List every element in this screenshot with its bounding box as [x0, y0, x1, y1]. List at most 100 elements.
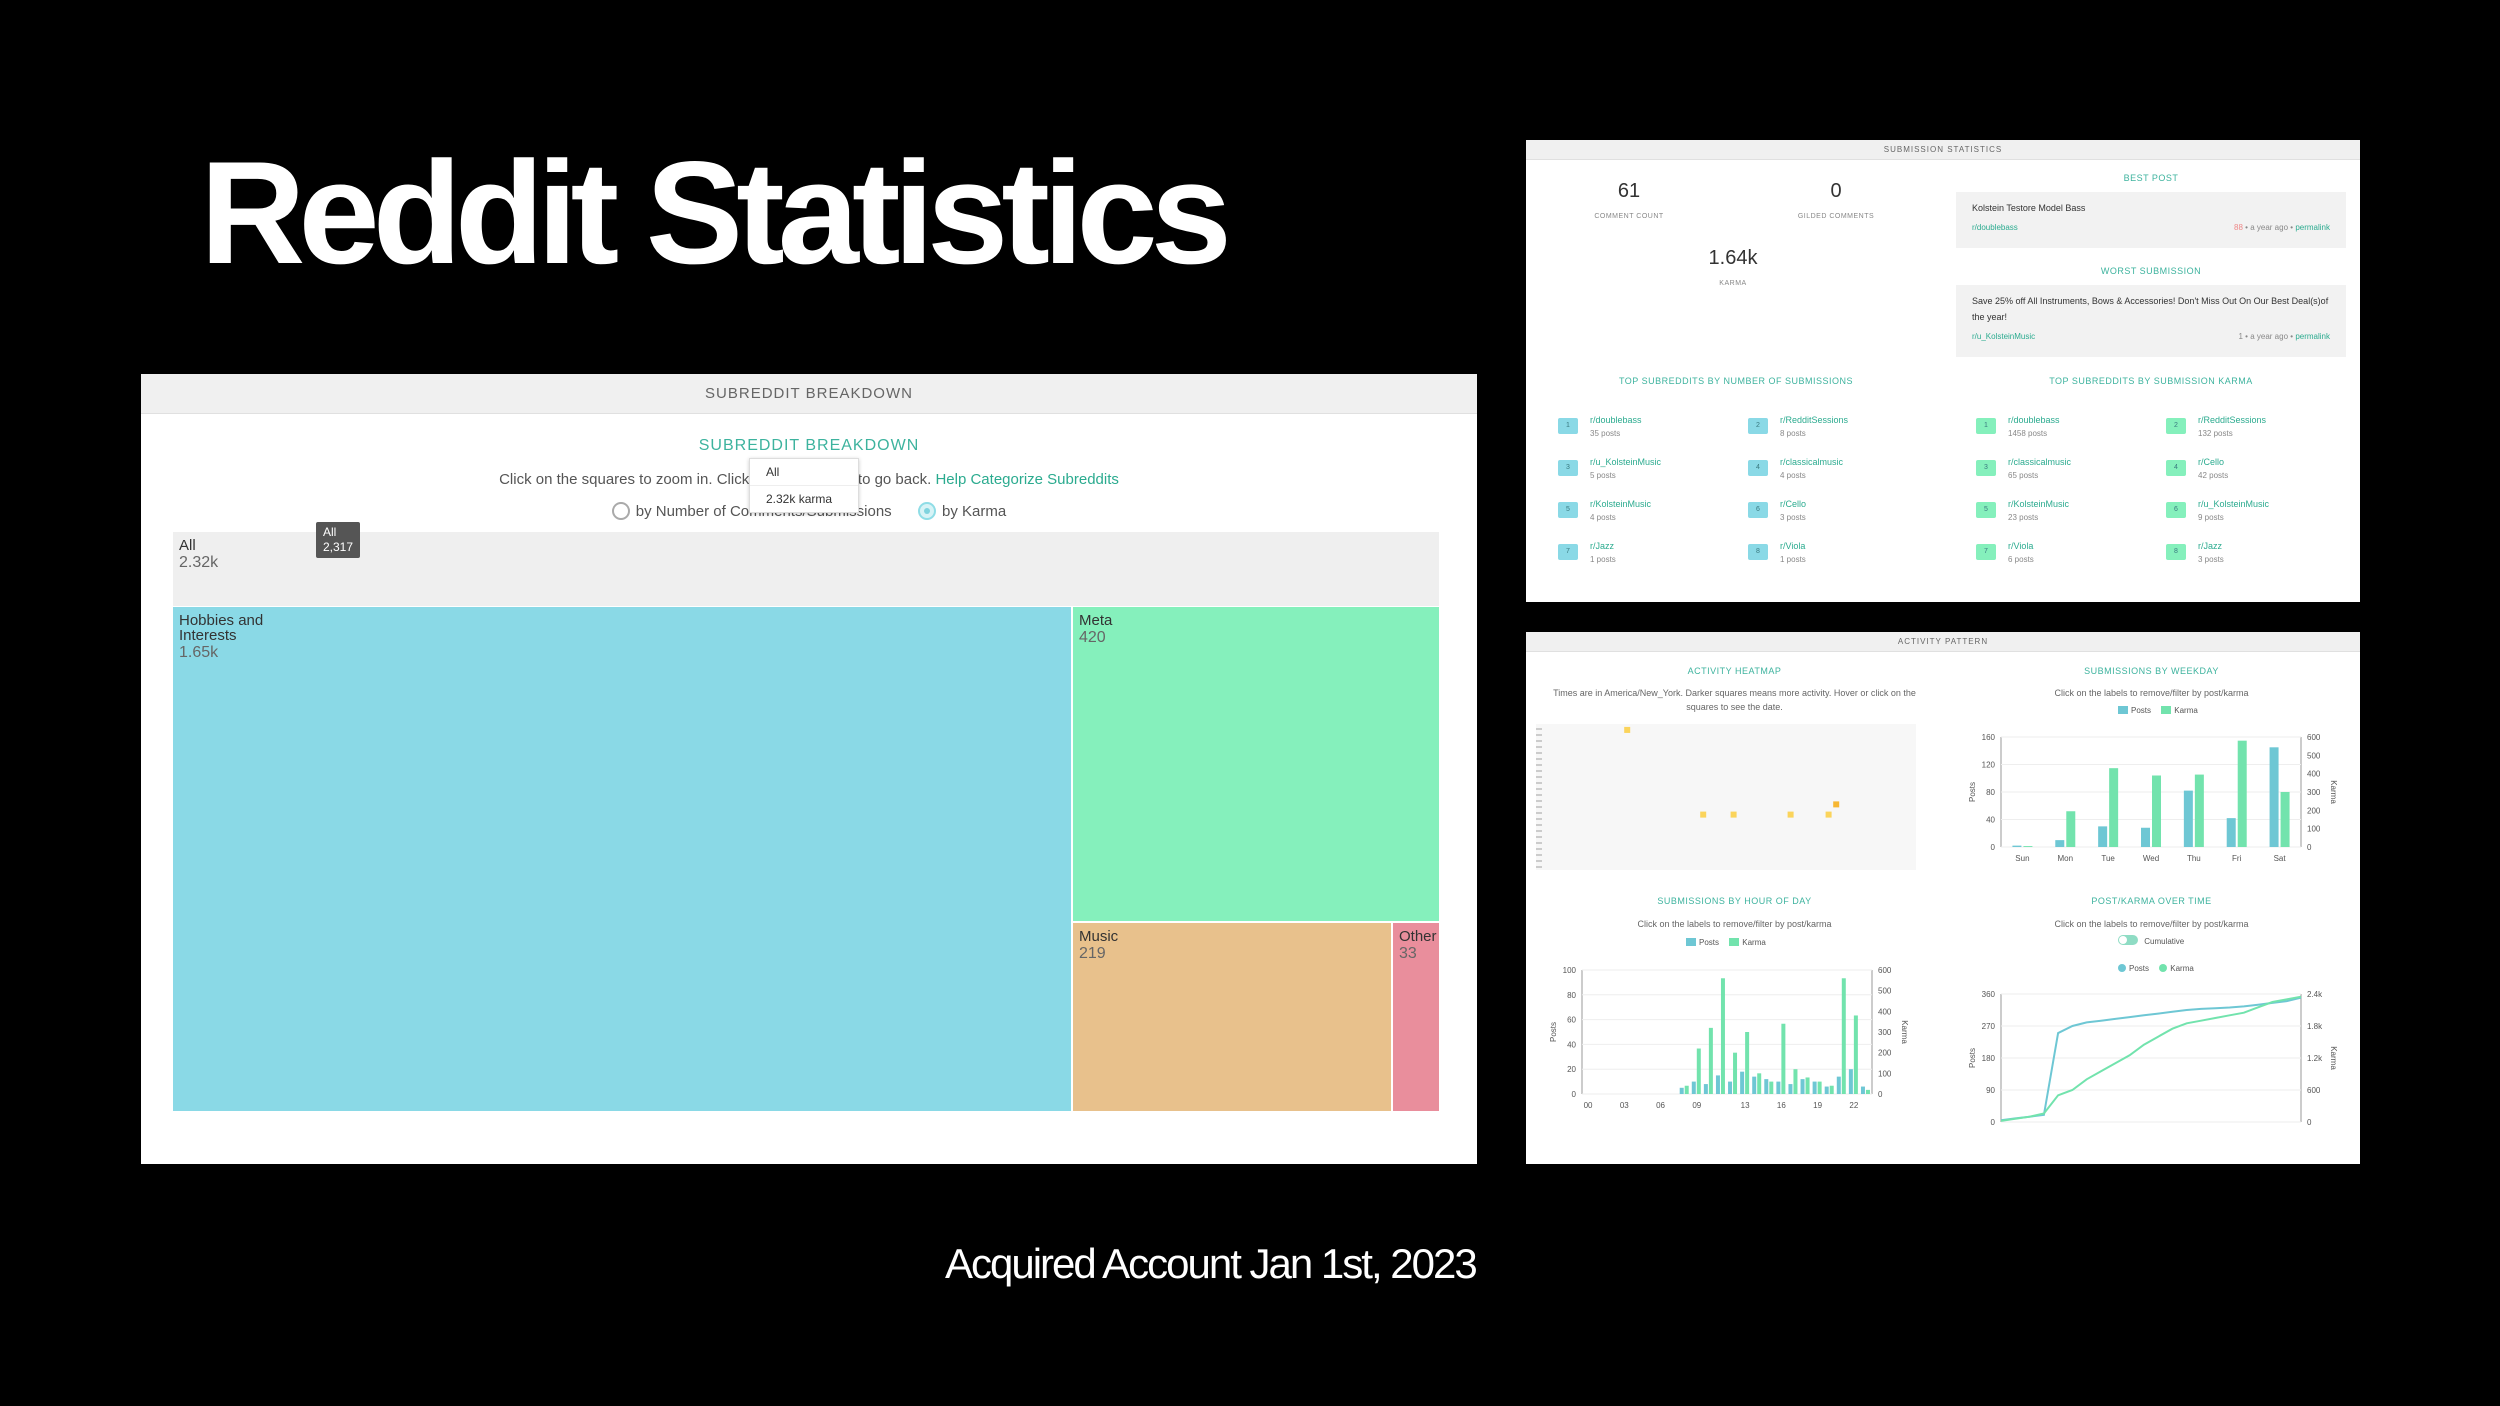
post-title: Save 25% off All Instruments, Bows & Acc… — [1972, 296, 2329, 322]
post-subreddit[interactable]: r/u_KolsteinMusic — [1972, 332, 2036, 341]
permalink[interactable]: permalink — [2295, 223, 2330, 232]
subreddit-link[interactable]: r/classicalmusic — [1780, 457, 1844, 467]
rank-item[interactable]: 1 r/doublebass 35 posts — [1558, 414, 1738, 444]
post-score: 88 — [2234, 223, 2243, 232]
rank-item[interactable]: 8 r/Jazz 3 posts — [2166, 540, 2346, 570]
treemap-cell-meta[interactable]: Meta 420 — [1073, 607, 1439, 921]
subreddit-link[interactable]: r/KolsteinMusic — [1590, 499, 1652, 509]
radio-by-comments[interactable] — [611, 502, 630, 520]
subreddit-link[interactable]: r/doublebass — [1590, 415, 1642, 425]
subreddit-link[interactable]: r/u_KolsteinMusic — [1590, 457, 1662, 467]
y-axis-label: Posts — [1549, 1022, 1558, 1042]
time-note: Click on the labels to remove/filter by … — [2054, 919, 2249, 929]
subreddit-link[interactable]: r/Jazz — [1590, 541, 1615, 551]
rank-item[interactable]: 8 r/Viola 1 posts — [1748, 540, 1928, 570]
dropdown-item[interactable]: All — [750, 459, 858, 486]
heatmap-row-label — [1536, 866, 1542, 868]
subreddit-link[interactable]: r/doublebass — [2008, 415, 2060, 425]
x-tick-label: 22 — [1849, 1101, 1858, 1110]
treemap-cell-all[interactable]: All 2.32k — [173, 532, 1439, 606]
cumulative-toggle[interactable]: Cumulative — [2118, 935, 2184, 946]
bar-posts — [2269, 747, 2279, 847]
rank-item[interactable]: 3 r/classicalmusic 65 posts — [1976, 456, 2156, 486]
permalink[interactable]: permalink — [2295, 332, 2330, 341]
legend-karma[interactable]: Karma — [2170, 964, 2194, 973]
rank-item[interactable]: 5 r/KolsteinMusic 4 posts — [1558, 498, 1738, 528]
post-count: 65 posts — [2008, 471, 2039, 480]
heatmap-row-label — [1536, 806, 1542, 808]
x-tick-label: 09 — [1692, 1101, 1701, 1110]
radio-by-karma[interactable] — [918, 502, 937, 520]
subreddit-link[interactable]: r/classicalmusic — [2008, 457, 2072, 467]
help-categorize-link[interactable]: Help Categorize Subreddits — [935, 471, 1119, 488]
y2-axis-label: Karma — [2329, 1046, 2338, 1070]
heatmap-row-label — [1536, 812, 1542, 814]
y-axis-label: Posts — [1968, 1048, 1977, 1068]
bar-posts — [1776, 1081, 1781, 1094]
legend-swatch-karma — [2159, 964, 2168, 972]
y-tick-label: 20 — [1567, 1065, 1576, 1074]
y-tick-label: 60 — [1567, 1016, 1576, 1025]
activity-heatmap[interactable] — [1536, 724, 1916, 870]
x-tick-label: Sat — [2274, 854, 2287, 863]
rank-item[interactable]: 2 r/RedditSessions 8 posts — [1748, 414, 1928, 444]
heatmap-row-label — [1536, 842, 1542, 844]
bar-posts — [2098, 826, 2108, 847]
bar-karma — [2023, 846, 2033, 847]
rank-item[interactable]: 2 r/RedditSessions 132 posts — [2166, 414, 2346, 444]
treemap-cell-other[interactable]: Other 33 — [1393, 923, 1439, 1111]
rank-item[interactable]: 6 r/Cello 3 posts — [1748, 498, 1928, 528]
rank-badge: 8 — [1748, 544, 1768, 560]
subreddit-link[interactable]: r/Viola — [2008, 541, 2034, 551]
rank-item[interactable]: 4 r/classicalmusic 4 posts — [1748, 456, 1928, 486]
cell-label: Music — [1079, 928, 1119, 945]
x-tick-label: 00 — [1584, 1101, 1593, 1110]
legend-posts[interactable]: Posts — [1699, 938, 1720, 947]
post-subreddit[interactable]: r/doublebass — [1972, 223, 2018, 232]
bar-karma — [1757, 1073, 1762, 1094]
slide-caption: Acquired Account Jan 1st, 2023 — [945, 1240, 1478, 1287]
bar-posts — [2055, 840, 2065, 847]
hour-legend[interactable]: Posts Karma — [1686, 938, 1766, 947]
legend-karma[interactable]: Karma — [1742, 938, 1766, 947]
x-tick-label: Tue — [2101, 854, 2115, 863]
rank-item[interactable]: 7 r/Jazz 1 posts — [1558, 540, 1738, 570]
heatmap-row-label — [1536, 728, 1542, 730]
subreddit-link[interactable]: r/Jazz — [2198, 541, 2223, 551]
subreddit-link[interactable]: r/Cello — [2198, 457, 2225, 467]
treemap-dropdown[interactable]: All 2.32k karma — [749, 458, 859, 513]
bar-karma — [1684, 1085, 1689, 1094]
rank-item[interactable]: 5 r/KolsteinMusic 23 posts — [1976, 498, 2156, 528]
heatmap-heading: ACTIVITY HEATMAP — [1687, 666, 1782, 676]
worst-post-card[interactable]: Save 25% off All Instruments, Bows & Acc… — [1956, 285, 2346, 357]
subreddit-link[interactable]: r/u_KolsteinMusic — [2198, 499, 2270, 509]
legend-posts[interactable]: Posts — [2131, 706, 2152, 715]
hour-note: Click on the labels to remove/filter by … — [1637, 919, 1832, 929]
legend-karma[interactable]: Karma — [2174, 706, 2198, 715]
time-legend[interactable]: Posts Karma — [2118, 964, 2194, 973]
rank-item[interactable]: 4 r/Cello 42 posts — [2166, 456, 2346, 486]
weekday-legend[interactable]: Posts Karma — [2118, 706, 2198, 715]
treemap-cell-music[interactable]: Music 219 — [1073, 923, 1391, 1111]
subreddit-link[interactable]: r/RedditSessions — [1780, 415, 1849, 425]
treemap-instructions: Click on the squares to zoom in. Click o… — [141, 471, 1477, 488]
legend-posts[interactable]: Posts — [2129, 964, 2150, 973]
subreddit-link[interactable]: r/Cello — [1780, 499, 1807, 509]
subreddit-link[interactable]: r/RedditSessions — [2198, 415, 2267, 425]
rank-item[interactable]: 7 r/Viola 6 posts — [1976, 540, 2156, 570]
heatmap-cell — [1787, 811, 1794, 818]
rank-item[interactable]: 1 r/doublebass 1458 posts — [1976, 414, 2156, 444]
dropdown-item[interactable]: 2.32k karma — [766, 492, 833, 506]
legend-swatch-posts — [2118, 706, 2128, 714]
rank-item[interactable]: 3 r/u_KolsteinMusic 5 posts — [1558, 456, 1738, 486]
treemap-cell-hobbies[interactable]: Hobbies and Interests 1.65k — [173, 607, 1071, 1111]
bar-posts — [1836, 1076, 1841, 1094]
best-post-card[interactable]: Kolstein Testore Model Bass r/doublebass… — [1956, 192, 2346, 248]
post-count: 132 posts — [2198, 429, 2233, 438]
toggle-switch[interactable] — [2118, 935, 2138, 945]
heatmap-row-label — [1536, 734, 1542, 736]
subreddit-link[interactable]: r/Viola — [1780, 541, 1806, 551]
y2-tick-label: 600 — [2307, 1086, 2321, 1095]
rank-item[interactable]: 6 r/u_KolsteinMusic 9 posts — [2166, 498, 2346, 528]
subreddit-link[interactable]: r/KolsteinMusic — [2008, 499, 2070, 509]
